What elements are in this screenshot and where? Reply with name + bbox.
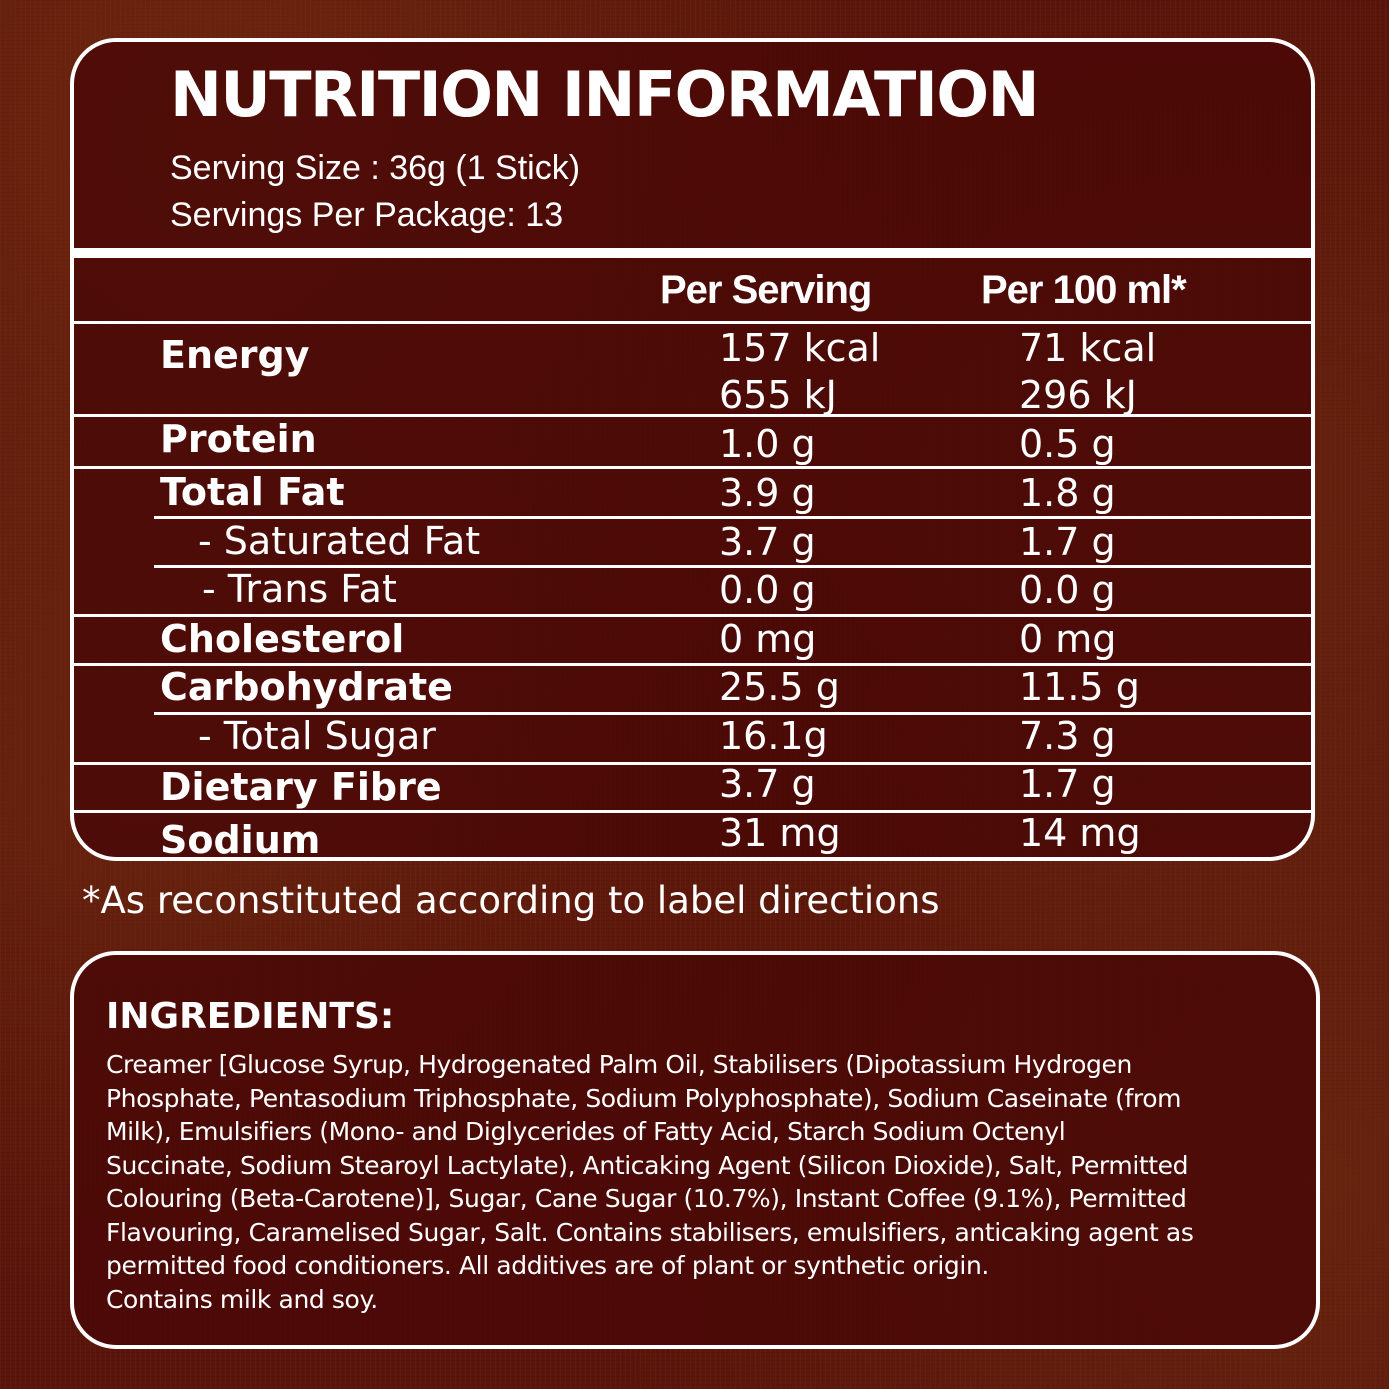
row-divider [154,516,1311,519]
row-divider [74,663,1311,666]
value-total-sugar-per-serving: 16.1g [719,714,828,758]
value-carbohydrate-per-100ml: 11.5 g [1019,665,1140,709]
value-carbohydrate-per-serving: 25.5 g [719,665,840,709]
value-sodium-per-100ml: 14 mg [1019,811,1141,855]
ingredients-line: Flavouring, Caramelised Sugar, Salt. Con… [106,1217,1194,1247]
row-divider [74,414,1311,417]
ingredients-line: Milk), Emulsifiers (Mono- and Diglycerid… [106,1117,1066,1146]
ingredients-text: Creamer [Glucose Syrup, Hydrogenated Pal… [106,1048,1306,1316]
value-total-fat-per-100ml: 1.8 g [1019,471,1116,515]
ingredients-line: Colouring (Beta-Carotene)], Sugar, Cane … [106,1184,1187,1213]
value-dietary-fibre-per-100ml: 1.7 g [1019,762,1116,806]
value-energy-kj-per-100ml: 296 kJ [1019,373,1137,417]
column-header-per-serving: Per Serving [660,268,872,312]
value-cholesterol-per-serving: 0 mg [719,617,817,661]
reconstitution-footnote: *As reconstituted according to label dir… [82,879,940,922]
value-protein-per-100ml: 0.5 g [1019,422,1116,466]
servings-per-package: Servings Per Package: 13 [170,196,564,234]
ingredients-panel: INGREDIENTS: Creamer [Glucose Syrup, Hyd… [70,951,1320,1349]
row-divider [74,762,1311,765]
column-header-per-100ml: Per 100 ml* [981,268,1187,312]
row-label-carbohydrate: Carbohydrate [160,665,453,709]
row-label-total-fat: Total Fat [160,470,345,514]
value-saturated-fat-per-serving: 3.7 g [719,520,816,564]
value-total-fat-per-serving: 3.9 g [719,471,816,515]
value-protein-per-serving: 1.0 g [719,422,816,466]
row-label-trans-fat: - Trans Fat [202,567,397,611]
row-divider [74,810,1311,813]
nutrition-title: NUTRITION INFORMATION [170,58,1039,131]
row-label-cholesterol: Cholesterol [160,617,405,661]
value-cholesterol-per-100ml: 0 mg [1019,617,1117,661]
row-divider [74,466,1311,469]
row-divider [74,321,1311,324]
row-label-sodium: Sodium [160,818,321,861]
row-label-total-sugar: - Total Sugar [198,714,436,758]
value-total-sugar-per-100ml: 7.3 g [1019,714,1116,758]
row-label-protein: Protein [160,417,317,461]
value-trans-fat-per-serving: 0.0 g [719,568,816,612]
ingredients-line: Phosphate, Pentasodium Triphosphate, Sod… [106,1083,1182,1113]
row-label-dietary-fibre: Dietary Fibre [160,765,442,809]
serving-size: Serving Size : 36g (1 Stick) [170,149,581,187]
value-energy-kj-per-serving: 655 kJ [719,373,837,417]
row-label-saturated-fat: - Saturated Fat [198,519,481,563]
ingredients-title: INGREDIENTS: [106,996,395,1037]
value-trans-fat-per-100ml: 0.0 g [1019,568,1116,612]
header-divider [74,248,1311,258]
value-sodium-per-serving: 31 mg [719,811,841,855]
value-energy-kcal-per-serving: 157 kcal [719,326,881,370]
ingredients-line: Succinate, Sodium Stearoyl Lactylate), A… [106,1150,1189,1180]
value-dietary-fibre-per-serving: 3.7 g [719,762,816,806]
value-saturated-fat-per-100ml: 1.7 g [1019,520,1116,564]
row-divider [154,712,1311,715]
ingredients-line: permitted food conditioners. All additiv… [106,1251,989,1280]
row-label-energy: Energy [160,333,310,377]
nutrition-panel: NUTRITION INFORMATION Serving Size : 36g… [70,38,1315,861]
row-divider [154,565,1311,568]
value-energy-kcal-per-100ml: 71 kcal [1019,326,1157,370]
ingredients-line: Creamer [Glucose Syrup, Hydrogenated Pal… [106,1050,1132,1079]
row-divider [74,614,1311,617]
ingredients-line: Contains milk and soy. [106,1284,378,1314]
